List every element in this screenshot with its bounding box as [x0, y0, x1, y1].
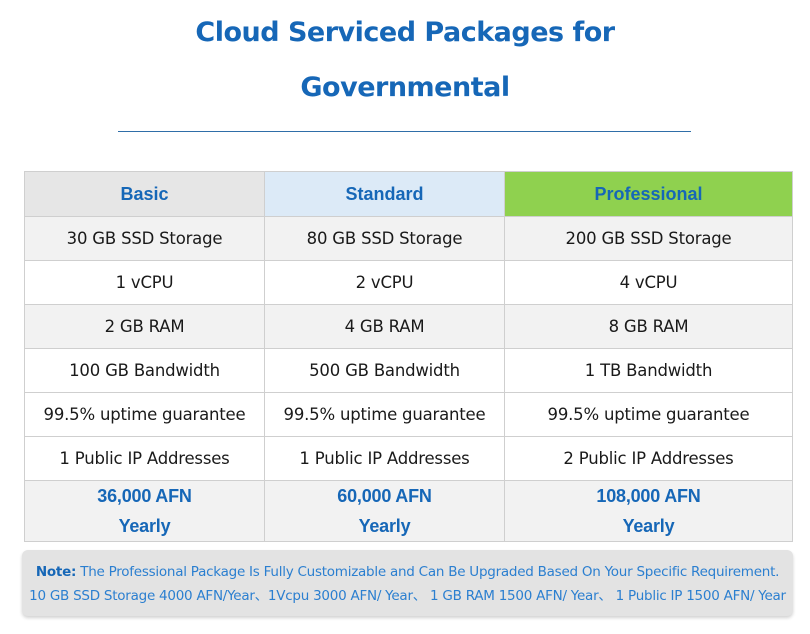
price-standard-period: Yearly [358, 516, 411, 536]
note-text: The Professional Package Is Fully Custom… [76, 564, 780, 580]
price-professional-period: Yearly [622, 516, 675, 536]
table-row-vcpu: 1 vCPU 2 vCPU 4 vCPU [24, 260, 793, 305]
cell-professional-vcpu: 4 vCPU [504, 260, 793, 305]
cell-standard-vcpu: 2 vCPU [264, 260, 505, 305]
price-basic-period: Yearly [118, 516, 171, 536]
price-standard-amount: 60,000 AFN [337, 486, 432, 506]
column-header-basic: Basic [24, 171, 265, 217]
packages-table: Basic Standard Professional 30 GB SSD St… [24, 171, 793, 542]
cell-basic-storage: 30 GB SSD Storage [24, 216, 265, 261]
column-header-standard: Standard [264, 171, 505, 217]
cell-standard-bandwidth: 500 GB Bandwidth [264, 348, 505, 393]
table-row-bandwidth: 100 GB Bandwidth 500 GB Bandwidth 1 TB B… [24, 348, 793, 393]
table-row-public-ip: 1 Public IP Addresses 1 Public IP Addres… [24, 436, 793, 481]
note-line-2: 10 GB SSD Storage 4000 AFN/Year、1Vcpu 30… [29, 588, 786, 604]
page-title-line-2: Governmental [300, 72, 510, 103]
cell-standard-storage: 80 GB SSD Storage [264, 216, 505, 261]
table-row-storage: 30 GB SSD Storage 80 GB SSD Storage 200 … [24, 216, 793, 261]
table-row-ram: 2 GB RAM 4 GB RAM 8 GB RAM [24, 304, 793, 349]
price-professional: 108,000 AFN Yearly [504, 480, 793, 542]
cell-standard-uptime: 99.5% uptime guarantee [264, 392, 505, 437]
cell-basic-vcpu: 1 vCPU [24, 260, 265, 305]
note-line-1: Note: The Professional Package Is Fully … [22, 560, 793, 584]
note-label: Note: [35, 564, 77, 580]
price-professional-amount: 108,000 AFN [596, 486, 701, 506]
price-basic: 36,000 AFN Yearly [24, 480, 265, 542]
column-header-professional: Professional [504, 171, 793, 217]
cell-basic-uptime: 99.5% uptime guarantee [24, 392, 265, 437]
cell-standard-public-ip: 1 Public IP Addresses [264, 436, 505, 481]
page-title-line-1: Cloud Serviced Packages for [195, 17, 615, 48]
price-basic-amount: 36,000 AFN [97, 486, 192, 506]
table-row-price: 36,000 AFN Yearly 60,000 AFN Yearly 108,… [24, 480, 793, 542]
cell-professional-storage: 200 GB SSD Storage [504, 216, 793, 261]
cell-professional-public-ip: 2 Public IP Addresses [504, 436, 793, 481]
cell-professional-bandwidth: 1 TB Bandwidth [504, 348, 793, 393]
note-box: Note: The Professional Package Is Fully … [22, 550, 793, 616]
title-divider [118, 131, 691, 132]
price-standard: 60,000 AFN Yearly [264, 480, 505, 542]
cell-basic-ram: 2 GB RAM [24, 304, 265, 349]
cell-professional-ram: 8 GB RAM [504, 304, 793, 349]
cell-standard-ram: 4 GB RAM [264, 304, 505, 349]
table-row-uptime: 99.5% uptime guarantee 99.5% uptime guar… [24, 392, 793, 437]
cell-basic-public-ip: 1 Public IP Addresses [24, 436, 265, 481]
cell-basic-bandwidth: 100 GB Bandwidth [24, 348, 265, 393]
cell-professional-uptime: 99.5% uptime guarantee [504, 392, 793, 437]
table-header-row: Basic Standard Professional [24, 171, 793, 217]
